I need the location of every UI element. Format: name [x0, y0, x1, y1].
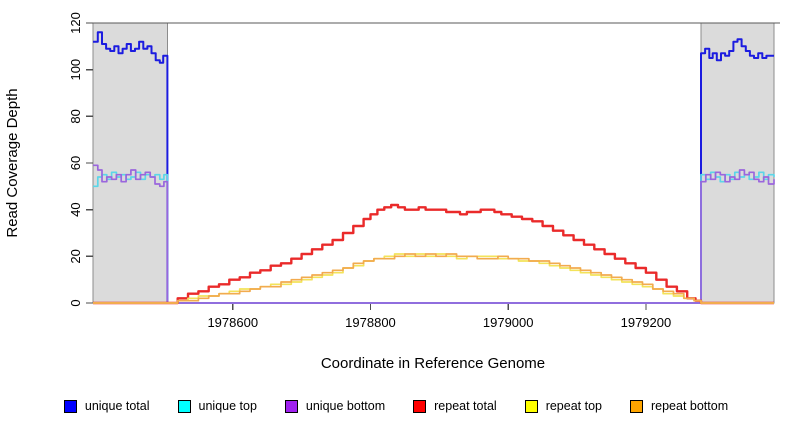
series-unique-top: [93, 171, 775, 304]
legend-swatch-repeat-total: [413, 399, 427, 413]
repeat-flank-shade-left: [92, 22, 168, 304]
y-axis-title: Read Coverage Depth: [4, 88, 21, 238]
series-unique-bottom: [93, 164, 775, 304]
legend-item-unique-bottom: unique bottom: [284, 399, 386, 413]
legend-swatch-unique-bottom: [284, 399, 298, 413]
x-tick-label: 1979000: [483, 315, 534, 330]
legend-label: unique bottom: [305, 399, 386, 413]
legend-swatch-repeat-top: [524, 399, 538, 413]
x-tick-label: 1978800: [345, 315, 396, 330]
series-repeat-top: [93, 253, 774, 304]
legend-item-repeat-bottom: repeat bottom: [629, 399, 729, 413]
plot-area: 1978600 1978800 1979000 1979200 0 20 40 60 80 100…: [68, 12, 780, 330]
legend-label: repeat bottom: [650, 399, 729, 413]
y-tick-label: 100: [68, 59, 83, 81]
y-tick-label: 120: [68, 12, 83, 34]
legend-item-repeat-top: repeat top: [524, 399, 602, 413]
x-tick-label: 1978600: [207, 315, 258, 330]
series-repeat-total: [93, 203, 774, 305]
legend-item-repeat-total: repeat total: [413, 399, 497, 413]
repeat-flank-shade-right: [700, 22, 775, 304]
y-tick-label: 20: [68, 249, 83, 263]
legend-label: repeat total: [434, 399, 497, 413]
legend: unique total unique top unique bottom repea…: [0, 399, 792, 413]
series-repeat-bottom: [93, 253, 774, 304]
x-tick-label: 1979200: [621, 315, 672, 330]
legend-label: repeat top: [545, 399, 602, 413]
y-tick-label: 80: [68, 109, 83, 123]
legend-label: unique total: [84, 399, 150, 413]
x-axis-title: Coordinate in Reference Genome: [320, 355, 546, 372]
legend-swatch-repeat-bottom: [629, 399, 643, 413]
legend-label: unique top: [198, 399, 257, 413]
legend-swatch-unique-top: [177, 399, 191, 413]
y-tick-label: 0: [68, 299, 83, 306]
legend-item-unique-top: unique top: [177, 399, 257, 413]
legend-item-unique-total: unique total: [63, 399, 150, 413]
y-tick-label: 60: [68, 156, 83, 170]
y-tick-label: 40: [68, 202, 83, 216]
series-unique-total: [93, 31, 774, 304]
legend-swatch-unique-total: [63, 399, 77, 413]
